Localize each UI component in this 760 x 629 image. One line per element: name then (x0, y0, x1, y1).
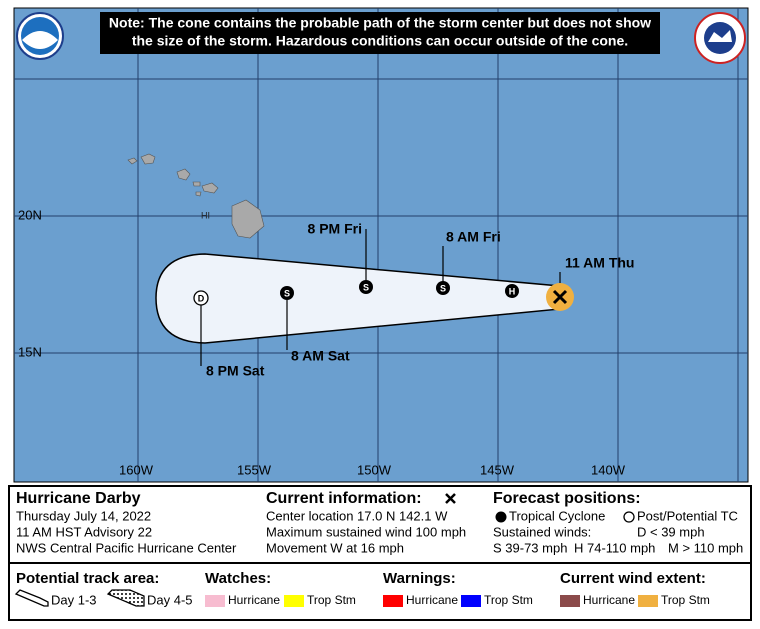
watch-trop: Trop Stm (307, 593, 356, 607)
day13-label: Day 1-3 (51, 592, 97, 607)
wind-m: M > 110 mph (668, 540, 743, 555)
winds-label: Sustained winds: (493, 524, 591, 539)
watches-title: Watches: (205, 570, 271, 587)
noaa-logo (16, 12, 64, 60)
swatch (560, 595, 580, 607)
forecast-tropical: Tropical Cyclone (509, 508, 605, 523)
point-symbol: S (284, 288, 290, 298)
forecast-point (193, 290, 209, 306)
point-symbol: S (363, 282, 369, 292)
forecast-point (436, 281, 450, 295)
current-title: Current information: (266, 490, 422, 507)
island-label: HI (201, 210, 210, 220)
lon-label: 155W (237, 462, 272, 477)
point-label: 8 AM Fri (446, 229, 501, 245)
storm-date: Thursday July 14, 2022 (16, 508, 151, 523)
current-line: Maximum sustained wind 100 mph (266, 524, 466, 539)
swatch (383, 595, 403, 607)
day45-label: Day 4-5 (147, 592, 193, 607)
swatch (284, 595, 304, 607)
current-line: Movement W at 16 mph (266, 540, 404, 555)
point-symbol: D (198, 293, 205, 303)
wind-h: H 74-110 mph (574, 540, 655, 555)
wind-trop: Trop Stm (661, 593, 710, 607)
wind-d: D < 39 mph (637, 524, 705, 539)
current-line: Center location 17.0 N 142.1 W (266, 508, 448, 523)
wind-hurricane: Hurricane (583, 593, 635, 607)
point-label: 8 AM Sat (291, 348, 350, 364)
warning-hurricane: Hurricane (406, 593, 458, 607)
warning-trop: Trop Stm (484, 593, 533, 607)
point-label: 8 PM Fri (308, 221, 362, 237)
point-symbol: S (440, 283, 446, 293)
forecast-post: Post/Potential TC (637, 508, 738, 523)
lat-label: 20N (18, 207, 42, 222)
forecast-cone (155, 253, 561, 344)
watch-hurricane: Hurricane (228, 593, 280, 607)
forecast-point (280, 286, 294, 300)
current-icon (445, 493, 456, 504)
swatch (205, 595, 225, 607)
wind-s: S 39-73 mph (493, 540, 567, 555)
storm-advisory: 11 AM HST Advisory 22 (16, 524, 152, 539)
nws-logo (694, 12, 746, 64)
notice-box (100, 12, 660, 54)
swatch (638, 595, 658, 607)
track-title: Potential track area: (16, 570, 159, 587)
forecast-point (359, 280, 373, 294)
post-icon (623, 511, 635, 523)
ocean (13, 7, 749, 483)
leader-lines (200, 229, 561, 366)
info-panel: Hurricane Darby Thursday July 14, 2022 1… (8, 485, 752, 621)
lon-label: 150W (357, 462, 392, 477)
islands (127, 153, 265, 239)
wind-title: Current wind extent: (560, 570, 706, 587)
point-label: 8 PM Sat (206, 363, 265, 379)
graticule (14, 8, 748, 482)
lat-label: 15N (18, 344, 42, 359)
point-symbol: H (509, 286, 516, 296)
day45-icon (106, 589, 145, 607)
lon-label: 145W (480, 462, 515, 477)
tropical-icon (495, 511, 507, 523)
lon-label: 160W (119, 462, 154, 477)
map: HI 20N 15N 160W 155W 150W 145W 140W 11 A… (13, 7, 749, 483)
warnings-title: Warnings: (383, 570, 456, 587)
swatch (461, 595, 481, 607)
forecast-title: Forecast positions: (493, 490, 641, 507)
storm-center: NWS Central Pacific Hurricane Center (16, 540, 237, 555)
notice-line: the size of the storm. Hazardous conditi… (132, 33, 628, 49)
forecast-point (505, 284, 519, 298)
current-position (552, 289, 568, 305)
storm-name: Hurricane Darby (16, 490, 141, 507)
day13-icon (14, 589, 49, 607)
point-label: 11 AM Thu (565, 255, 635, 271)
lon-label: 140W (591, 462, 626, 477)
notice-line: Note: The cone contains the probable pat… (109, 15, 651, 31)
